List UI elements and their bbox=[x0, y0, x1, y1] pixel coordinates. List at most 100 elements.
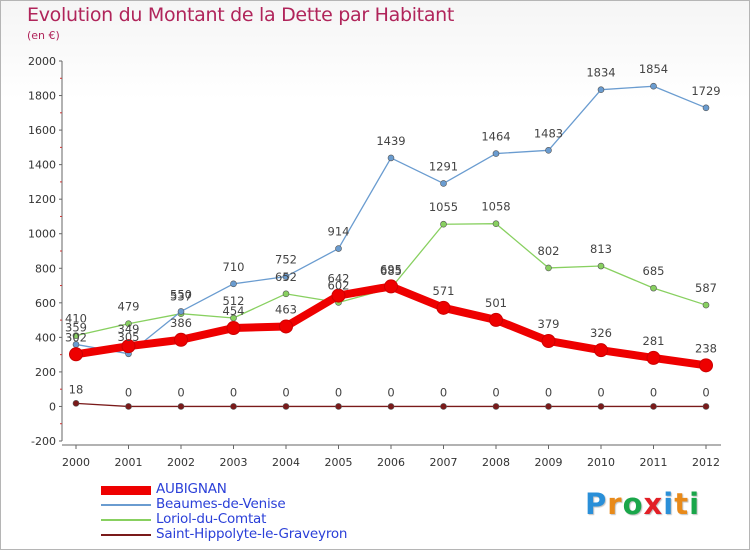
data-point-saint-hippolyte-le-graveyron bbox=[387, 403, 395, 410]
data-point-aubignan bbox=[541, 333, 556, 348]
legend-swatch bbox=[101, 486, 151, 495]
legend-swatch bbox=[101, 534, 151, 536]
data-label-saint-hippolyte-le-graveyron: 0 bbox=[440, 385, 447, 399]
x-tick-label: 2003 bbox=[220, 456, 248, 469]
data-label-loriol-du-comtat: 1058 bbox=[481, 200, 510, 214]
data-label-loriol-du-comtat: 602 bbox=[328, 278, 350, 292]
y-tick-label: 2000 bbox=[28, 55, 56, 68]
data-label-loriol-du-comtat: 813 bbox=[590, 242, 612, 256]
data-label-beaumes-de-venise: 752 bbox=[275, 253, 297, 267]
y-tick-label: 1600 bbox=[28, 124, 56, 137]
data-point-saint-hippolyte-le-graveyron bbox=[440, 403, 447, 410]
data-point-saint-hippolyte-le-graveyron bbox=[72, 400, 80, 407]
x-tick-label: 2000 bbox=[62, 456, 90, 469]
data-point-beaumes-de-venise bbox=[440, 180, 447, 187]
data-point-beaumes-de-venise bbox=[702, 104, 710, 112]
data-label-saint-hippolyte-le-graveyron: 0 bbox=[492, 385, 499, 399]
data-label-loriol-du-comtat: 802 bbox=[538, 244, 560, 258]
legend-label: Saint-Hippolyte-le-Graveyron bbox=[156, 526, 348, 542]
data-label-aubignan: 281 bbox=[643, 334, 665, 348]
data-label-loriol-du-comtat: 410 bbox=[65, 312, 87, 326]
y-tick-label: 400 bbox=[35, 331, 56, 344]
chart-series bbox=[69, 82, 713, 410]
data-label-loriol-du-comtat: 685 bbox=[643, 264, 665, 278]
data-point-saint-hippolyte-le-graveyron bbox=[125, 403, 132, 410]
data-label-aubignan: 695 bbox=[380, 262, 402, 276]
data-point-saint-hippolyte-le-graveyron bbox=[492, 403, 500, 410]
data-label-aubignan: 501 bbox=[485, 296, 507, 310]
x-tick-label: 2009 bbox=[535, 456, 563, 469]
data-label-beaumes-de-venise: 1439 bbox=[376, 134, 405, 148]
data-point-beaumes-de-venise bbox=[230, 280, 237, 288]
series-line-beaumes-de-venise bbox=[75, 85, 707, 355]
data-label-saint-hippolyte-le-graveyron: 0 bbox=[650, 385, 657, 399]
data-label-aubignan: 326 bbox=[590, 326, 612, 340]
data-point-beaumes-de-venise bbox=[545, 147, 552, 154]
data-point-saint-hippolyte-le-graveyron bbox=[230, 403, 237, 410]
logo-letter: o bbox=[622, 487, 644, 521]
y-tick-label: 600 bbox=[35, 297, 56, 310]
logo-letter: t bbox=[674, 487, 690, 521]
legend-label: Loriol-du-Comtat bbox=[156, 511, 267, 527]
x-tick-label: 2006 bbox=[377, 456, 405, 469]
data-point-beaumes-de-venise bbox=[492, 150, 500, 157]
data-label-beaumes-de-venise: 1729 bbox=[691, 84, 720, 98]
data-label-loriol-du-comtat: 685 bbox=[380, 264, 402, 278]
data-label-saint-hippolyte-le-graveyron: 0 bbox=[282, 385, 289, 399]
data-label-saint-hippolyte-le-graveyron: 0 bbox=[702, 385, 709, 399]
chart-axes: -200020040060080010001200140016001800200… bbox=[28, 55, 721, 469]
data-point-aubignan bbox=[646, 350, 661, 365]
data-point-loriol-du-comtat bbox=[125, 320, 132, 328]
x-tick-label: 2004 bbox=[272, 456, 300, 469]
data-point-aubignan bbox=[699, 358, 713, 373]
data-point-saint-hippolyte-le-graveyron bbox=[282, 403, 290, 410]
data-label-beaumes-de-venise: 1464 bbox=[481, 130, 510, 144]
data-point-saint-hippolyte-le-graveyron bbox=[335, 403, 342, 410]
data-point-loriol-du-comtat bbox=[72, 332, 80, 339]
data-label-loriol-du-comtat: 1055 bbox=[429, 200, 458, 214]
data-point-aubignan bbox=[279, 319, 293, 334]
data-label-loriol-du-comtat: 587 bbox=[695, 281, 717, 295]
data-point-loriol-du-comtat bbox=[650, 284, 657, 292]
logo-letter: P bbox=[585, 487, 608, 521]
data-label-beaumes-de-venise: 550 bbox=[170, 287, 192, 301]
data-label-aubignan: 349 bbox=[118, 322, 140, 336]
data-point-loriol-du-comtat bbox=[440, 220, 447, 228]
logo-letter: i bbox=[663, 487, 675, 521]
x-tick-label: 2010 bbox=[587, 456, 615, 469]
data-point-aubignan bbox=[331, 288, 346, 303]
logo-letter: r bbox=[607, 487, 623, 521]
legend-label: AUBIGNAN bbox=[156, 481, 227, 497]
data-label-beaumes-de-venise: 1854 bbox=[639, 62, 668, 76]
data-label-beaumes-de-venise: 914 bbox=[328, 225, 350, 239]
data-point-aubignan bbox=[226, 321, 241, 336]
data-point-loriol-du-comtat bbox=[597, 262, 605, 270]
data-point-beaumes-de-venise bbox=[387, 154, 395, 162]
proxiti-logo: Proxiti bbox=[585, 487, 700, 521]
data-label-beaumes-de-venise: 1834 bbox=[586, 66, 615, 80]
data-label-aubignan: 454 bbox=[223, 304, 245, 318]
data-label-saint-hippolyte-le-graveyron: 0 bbox=[597, 385, 604, 399]
data-point-beaumes-de-venise bbox=[650, 82, 657, 90]
data-point-aubignan bbox=[594, 343, 608, 358]
data-label-saint-hippolyte-le-graveyron: 0 bbox=[545, 385, 552, 399]
x-tick-label: 2011 bbox=[640, 456, 668, 469]
y-tick-label: 200 bbox=[35, 366, 56, 379]
logo-letter: x bbox=[643, 487, 664, 521]
data-point-saint-hippolyte-le-graveyron bbox=[702, 403, 710, 410]
data-label-saint-hippolyte-le-graveyron: 0 bbox=[177, 385, 184, 399]
data-label-aubignan: 571 bbox=[433, 284, 455, 298]
data-label-beaumes-de-venise: 1483 bbox=[534, 126, 563, 140]
data-point-loriol-du-comtat bbox=[230, 314, 237, 322]
data-point-aubignan bbox=[489, 312, 503, 327]
data-point-beaumes-de-venise bbox=[177, 308, 185, 315]
data-label-aubignan: 642 bbox=[328, 272, 350, 286]
y-tick-label: 1000 bbox=[28, 228, 56, 241]
x-tick-label: 2005 bbox=[325, 456, 353, 469]
legend-swatch bbox=[101, 519, 151, 521]
data-point-aubignan bbox=[121, 339, 136, 354]
data-point-beaumes-de-venise bbox=[335, 245, 342, 252]
x-tick-label: 2002 bbox=[167, 456, 195, 469]
